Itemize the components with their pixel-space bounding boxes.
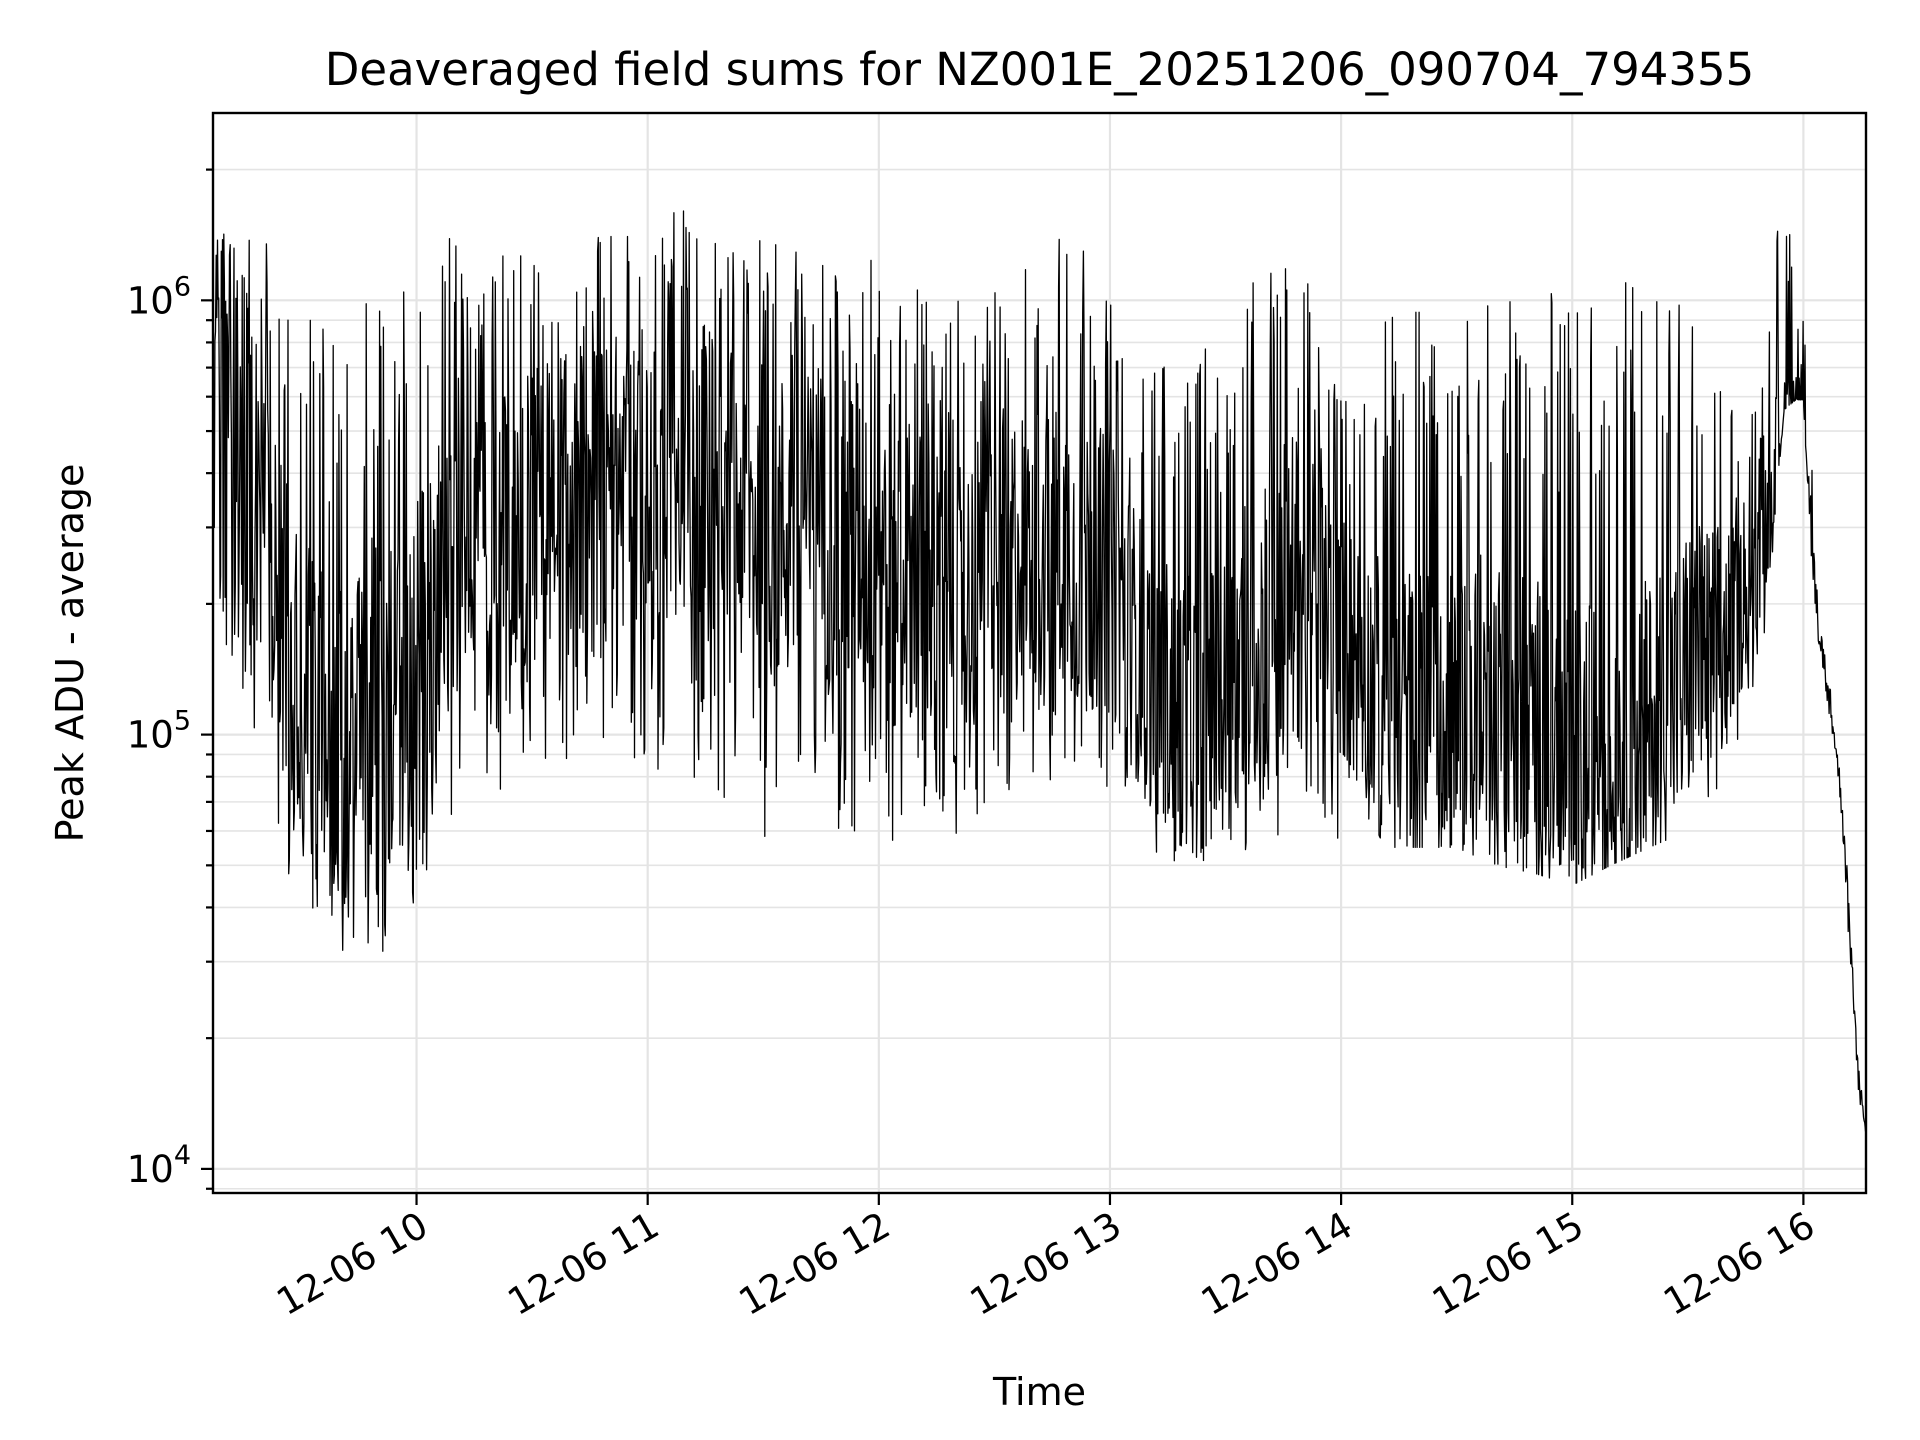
y-axis-ticks: 104 105 106 bbox=[127, 168, 213, 1191]
y-axis-label: Peak ADU - average bbox=[48, 464, 92, 843]
y-tick-label: 104 bbox=[127, 1140, 191, 1191]
y-tick-label: 105 bbox=[127, 706, 191, 757]
plot-frame bbox=[211, 111, 1868, 1195]
series-line bbox=[212, 210, 1867, 1135]
chart-title: Deaveraged field sums for NZ001E_2025120… bbox=[325, 43, 1754, 96]
y-tick-label: 106 bbox=[127, 271, 191, 322]
x-axis-label: Time bbox=[992, 1370, 1086, 1414]
